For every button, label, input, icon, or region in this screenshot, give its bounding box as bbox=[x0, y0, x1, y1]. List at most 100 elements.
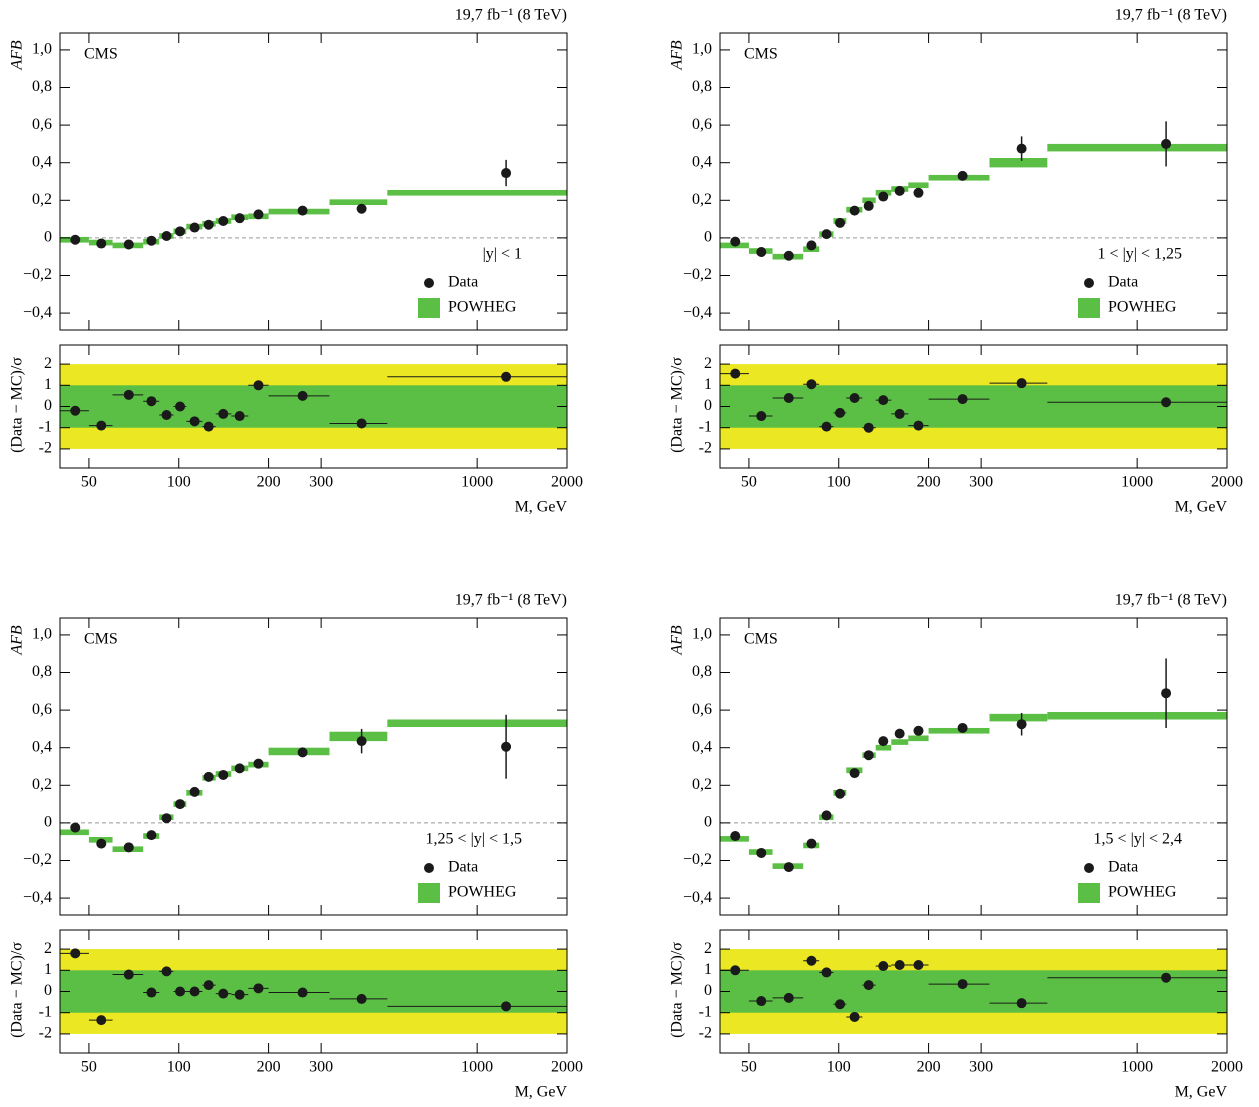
x-tick-label: 100 bbox=[167, 474, 191, 491]
y-axis-label: AFB bbox=[9, 625, 26, 656]
data-point bbox=[894, 728, 905, 739]
region-label: 1,5 < |y| < 2,4 bbox=[1094, 831, 1182, 848]
data-point bbox=[957, 722, 968, 733]
pull-point bbox=[161, 409, 172, 420]
y-axis-label: (Data − MC)/σ bbox=[9, 357, 26, 453]
legend-marker bbox=[1078, 883, 1100, 903]
chart-title: 19,7 fb⁻¹ (8 TeV) bbox=[455, 7, 567, 24]
y-tick-label: 0,6 bbox=[32, 701, 52, 718]
plot-frame bbox=[59, 32, 568, 331]
y-tick-label: 0,2 bbox=[692, 191, 712, 208]
panel: 19,7 fb⁻¹ (8 TeV) AFB −0,4 −0,2 0 0,2 0,4 0,6 0,… bbox=[9, 7, 568, 331]
data-point bbox=[1016, 719, 1027, 730]
data-point bbox=[783, 862, 794, 873]
panel: -2 -1 0 1 2 50 100 200 300 1000 2000 (Data − MC)/σ M… bbox=[9, 929, 583, 1101]
x-tick-label: 200 bbox=[917, 1059, 941, 1076]
data-point bbox=[730, 831, 741, 842]
region-label: 1,25 < |y| < 1,5 bbox=[426, 831, 522, 848]
x-tick-label: 100 bbox=[827, 1059, 851, 1076]
x-tick-label: 300 bbox=[969, 474, 993, 491]
y-tick-label: -2 bbox=[699, 440, 712, 457]
legend-label: POWHEG bbox=[1108, 884, 1177, 901]
powheg-bin bbox=[875, 744, 892, 751]
y-tick-label: 0 bbox=[44, 814, 52, 831]
x-tick-label: 50 bbox=[741, 474, 757, 491]
y-axis-label: AFB bbox=[669, 40, 686, 71]
y-tick-label: −0,4 bbox=[23, 889, 52, 906]
legend-label: POWHEG bbox=[448, 884, 517, 901]
data-point bbox=[253, 209, 264, 220]
data-point bbox=[70, 234, 81, 245]
x-tick-label: 50 bbox=[81, 1059, 97, 1076]
data-point bbox=[913, 725, 924, 736]
powheg-bin bbox=[387, 189, 567, 196]
data-point bbox=[783, 250, 794, 261]
experiment-label: CMS bbox=[84, 46, 118, 63]
pull-point bbox=[218, 988, 229, 999]
x-tick-label: 1000 bbox=[461, 474, 493, 491]
y-tick-label: 0,4 bbox=[692, 738, 712, 755]
plot-frame bbox=[59, 929, 568, 1054]
y-axis-label: AFB bbox=[669, 625, 686, 656]
pull-point bbox=[849, 393, 860, 404]
y-tick-label: 0,4 bbox=[32, 153, 52, 170]
y-tick-label: 1,0 bbox=[692, 626, 712, 643]
pull-point bbox=[175, 986, 186, 997]
pull-point bbox=[234, 989, 245, 1000]
y-tick-label: 0 bbox=[44, 229, 52, 246]
powheg-bin bbox=[1047, 711, 1227, 720]
y-tick-label: -2 bbox=[39, 440, 52, 457]
pull-point bbox=[894, 408, 905, 419]
data-point bbox=[203, 771, 214, 782]
pull-point bbox=[146, 987, 157, 998]
y-tick-label: −0,2 bbox=[683, 266, 712, 283]
panel: -2 -1 0 1 2 50 100 200 300 1000 2000 (Data − MC)/σ M… bbox=[669, 929, 1243, 1101]
x-axis-label: M, GeV bbox=[1175, 499, 1228, 516]
x-tick-label: 200 bbox=[917, 474, 941, 491]
pull-point bbox=[806, 379, 817, 390]
pull-point bbox=[234, 411, 245, 422]
data-point bbox=[203, 219, 214, 230]
y-tick-label: 2 bbox=[44, 355, 52, 372]
y-tick-label: -1 bbox=[39, 1003, 52, 1020]
y-tick-label: −0,2 bbox=[23, 851, 52, 868]
data-point bbox=[1161, 138, 1172, 149]
region-label: 1 < |y| < 1,25 bbox=[1098, 246, 1182, 263]
chart-title: 19,7 fb⁻¹ (8 TeV) bbox=[455, 592, 567, 609]
y-tick-label: 2 bbox=[44, 940, 52, 957]
y-tick-label: 0 bbox=[44, 397, 52, 414]
powheg-bin bbox=[908, 182, 929, 189]
pull-point bbox=[253, 380, 264, 391]
data-point bbox=[957, 170, 968, 181]
sigma-band bbox=[720, 970, 1227, 1013]
pull-point bbox=[218, 408, 229, 419]
data-point bbox=[161, 813, 172, 824]
pull-point bbox=[756, 996, 767, 1007]
pull-point bbox=[70, 405, 81, 416]
pull-point bbox=[297, 987, 308, 998]
legend-marker bbox=[1084, 863, 1094, 873]
plot-frame bbox=[719, 929, 1228, 1054]
pull-point bbox=[957, 979, 968, 990]
data-point bbox=[501, 168, 512, 179]
pull-point bbox=[501, 371, 512, 382]
y-tick-label: 2 bbox=[704, 355, 712, 372]
pull-point bbox=[203, 980, 214, 991]
y-tick-label: 1 bbox=[704, 961, 712, 978]
pull-point bbox=[730, 368, 741, 379]
data-point bbox=[218, 215, 229, 226]
legend-label: POWHEG bbox=[448, 299, 517, 316]
legend-marker bbox=[424, 863, 434, 873]
powheg-bin bbox=[329, 731, 388, 742]
x-tick-label: 2000 bbox=[1211, 1059, 1243, 1076]
legend-marker bbox=[424, 278, 434, 288]
pull-point bbox=[849, 1011, 860, 1022]
y-tick-label: 0,4 bbox=[32, 738, 52, 755]
panel: 19,7 fb⁻¹ (8 TeV) AFB −0,4 −0,2 0 0,2 0,4 0,6 0,… bbox=[9, 592, 568, 916]
pull-point bbox=[175, 401, 186, 412]
y-tick-label: 0 bbox=[704, 229, 712, 246]
data-point bbox=[218, 769, 229, 780]
x-tick-label: 200 bbox=[257, 1059, 281, 1076]
data-point bbox=[894, 185, 905, 196]
data-point bbox=[175, 226, 186, 237]
